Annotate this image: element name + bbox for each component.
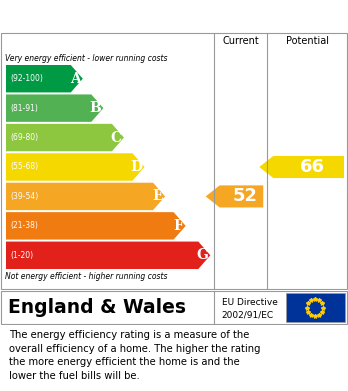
Text: (81-91): (81-91) xyxy=(10,104,38,113)
Text: D: D xyxy=(130,160,142,174)
Polygon shape xyxy=(6,65,83,92)
Polygon shape xyxy=(6,242,210,269)
Polygon shape xyxy=(6,183,165,210)
Text: (39-54): (39-54) xyxy=(10,192,38,201)
Text: (55-68): (55-68) xyxy=(10,163,38,172)
Text: Current: Current xyxy=(222,36,259,46)
Text: 66: 66 xyxy=(300,158,325,176)
Polygon shape xyxy=(6,95,103,122)
Text: 52: 52 xyxy=(233,187,258,205)
Text: Potential: Potential xyxy=(286,36,329,46)
Text: Energy Efficiency Rating: Energy Efficiency Rating xyxy=(9,9,230,23)
Text: (92-100): (92-100) xyxy=(10,74,43,83)
Polygon shape xyxy=(206,185,263,208)
Polygon shape xyxy=(6,124,124,151)
Text: C: C xyxy=(111,131,122,145)
Bar xyxy=(286,293,345,322)
Text: (69-80): (69-80) xyxy=(10,133,38,142)
Text: 2002/91/EC: 2002/91/EC xyxy=(222,310,274,319)
Text: B: B xyxy=(89,101,101,115)
Text: A: A xyxy=(70,72,81,86)
Polygon shape xyxy=(6,212,185,240)
Polygon shape xyxy=(6,153,144,181)
Text: (21-38): (21-38) xyxy=(10,221,38,230)
Text: F: F xyxy=(174,219,184,233)
Polygon shape xyxy=(259,156,344,178)
Text: Very energy efficient - lower running costs: Very energy efficient - lower running co… xyxy=(5,54,167,63)
Text: England & Wales: England & Wales xyxy=(8,298,186,317)
Text: EU Directive: EU Directive xyxy=(222,298,278,307)
Text: (1-20): (1-20) xyxy=(10,251,33,260)
Text: Not energy efficient - higher running costs: Not energy efficient - higher running co… xyxy=(5,272,167,281)
Text: The energy efficiency rating is a measure of the
overall efficiency of a home. T: The energy efficiency rating is a measur… xyxy=(9,330,260,381)
Text: E: E xyxy=(152,189,163,203)
Text: G: G xyxy=(196,248,208,262)
